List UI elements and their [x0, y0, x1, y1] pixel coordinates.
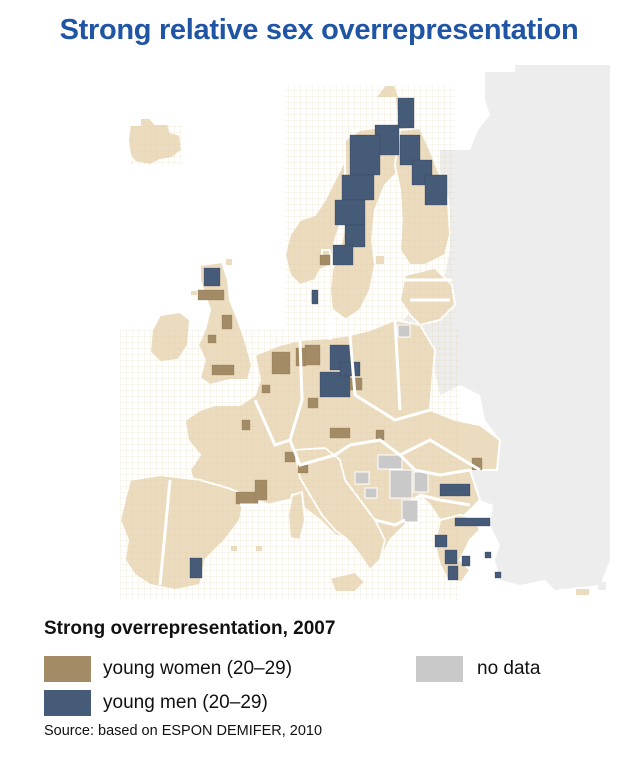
- source-note: Source: based on ESPON DEMIFER, 2010: [44, 723, 323, 739]
- no-data-regions: [354, 324, 429, 523]
- legend-title: Strong overrepresentation, 2007: [44, 618, 336, 639]
- legend-swatch-no-data: [416, 656, 463, 682]
- legend-label-no-data: no data: [477, 658, 541, 679]
- legend-swatch-young-men: [44, 690, 91, 716]
- legend-item-young-women: young women (20–29): [44, 656, 292, 682]
- legend-label-young-women: young women (20–29): [103, 658, 293, 679]
- map-title: Strong relative sex overrepresentation: [59, 14, 579, 46]
- young-women-regions: [197, 254, 483, 505]
- country-borders: [158, 278, 481, 586]
- legend-item-no-data: no data: [416, 656, 540, 682]
- young-men-regions: [189, 97, 502, 581]
- legend-label-young-men: young men (20–29): [103, 692, 268, 713]
- legend-swatch-young-women: [44, 656, 91, 682]
- legend-item-young-men: young men (20–29): [44, 690, 268, 716]
- region-cyprus: [574, 587, 591, 597]
- europe-map: [118, 65, 610, 600]
